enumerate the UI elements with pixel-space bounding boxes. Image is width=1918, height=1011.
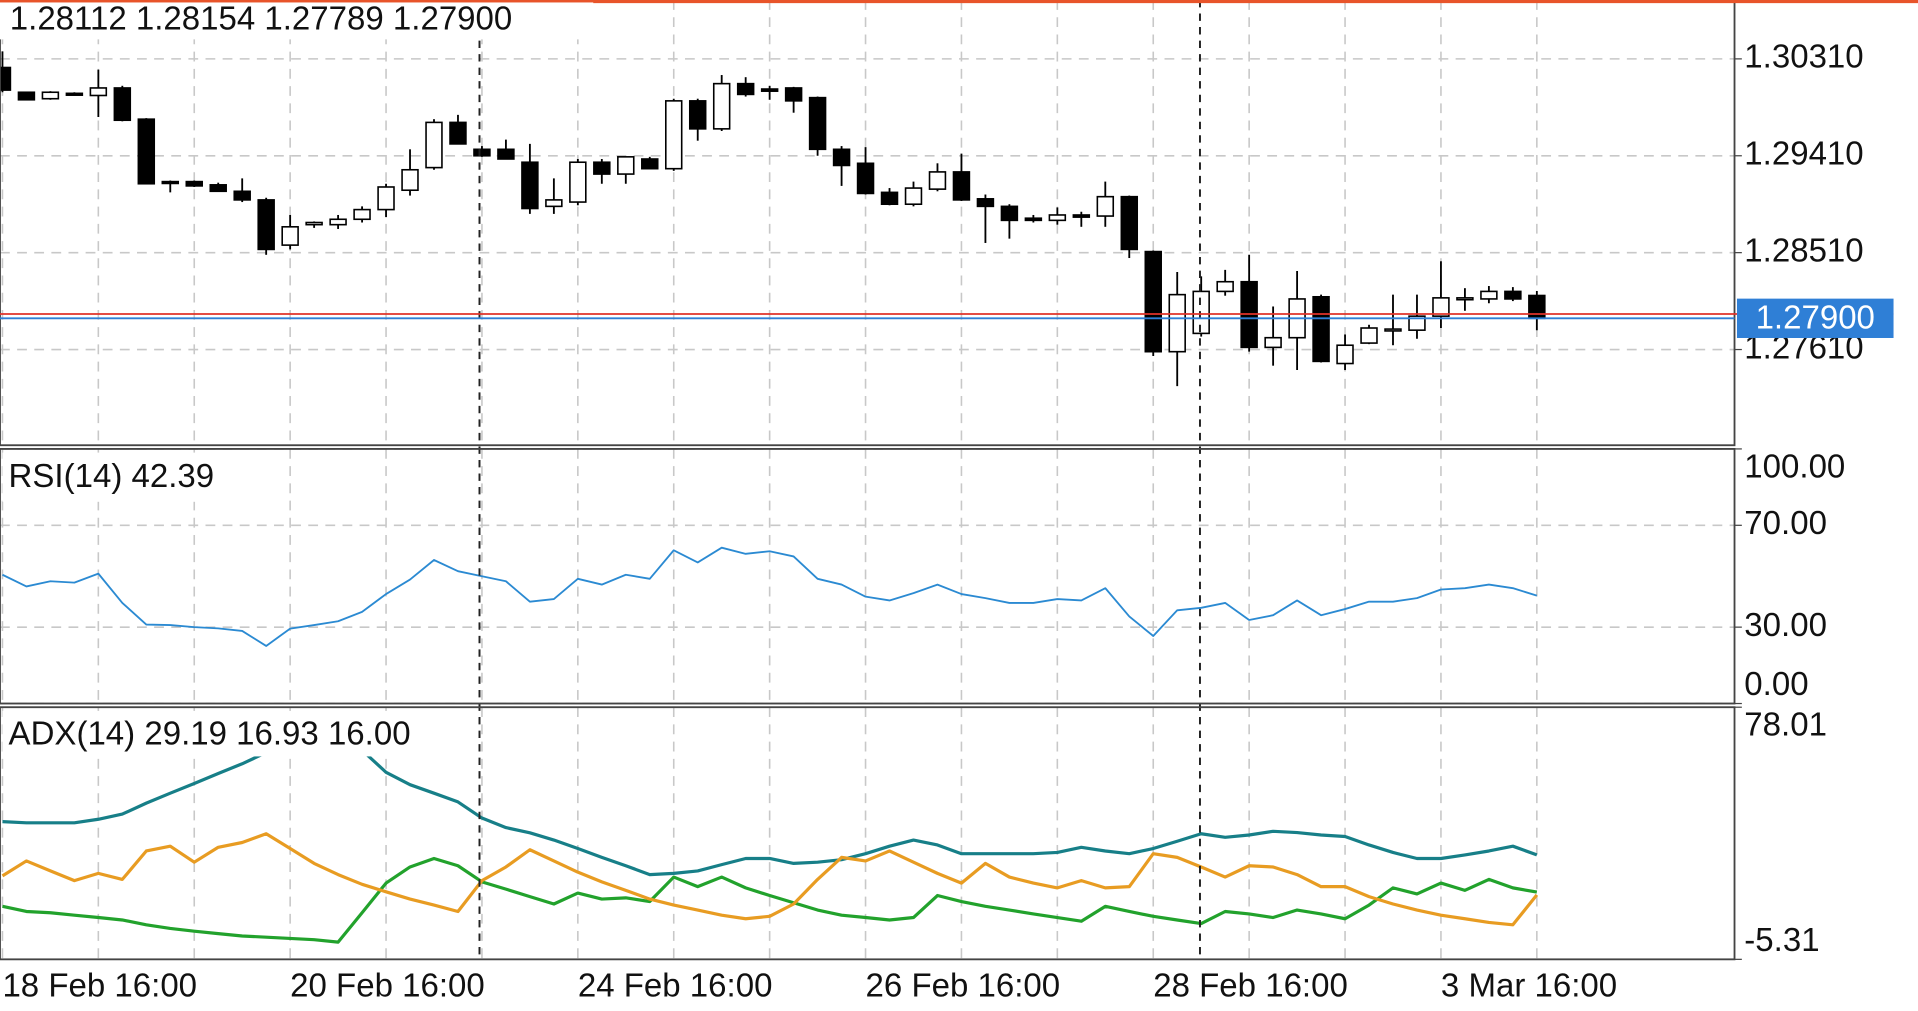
candle-body bbox=[688, 100, 707, 130]
candle-body bbox=[1024, 217, 1043, 222]
candle-body bbox=[1360, 327, 1378, 344]
indicator-line bbox=[1, 832, 1539, 927]
rsi-label: RSI(14) 42.39 bbox=[9, 458, 215, 495]
pane-plot bbox=[0, 448, 1735, 704]
candle-body bbox=[1408, 315, 1426, 331]
candle-body bbox=[1336, 344, 1354, 365]
candle-body bbox=[784, 87, 803, 102]
y-tick-label: 30.00 bbox=[1744, 607, 1827, 644]
candle-body bbox=[736, 82, 755, 96]
candle-body bbox=[353, 208, 371, 221]
candle-body bbox=[593, 161, 611, 175]
y-tick-label: 0.00 bbox=[1744, 666, 1808, 703]
adx-pane-frame bbox=[0, 706, 1736, 961]
candle-body bbox=[161, 180, 180, 185]
candle-body bbox=[449, 121, 467, 145]
candle-body bbox=[281, 226, 299, 246]
candle-body bbox=[257, 199, 275, 251]
x-tick-label: 3 Mar 16:00 bbox=[1441, 967, 1617, 1004]
candle-body bbox=[1480, 290, 1498, 300]
candle-body bbox=[617, 156, 635, 175]
candle-body bbox=[1312, 295, 1330, 363]
x-tick-label: 18 Feb 16:00 bbox=[2, 967, 197, 1004]
candle-body bbox=[904, 187, 923, 206]
candle-body bbox=[569, 161, 587, 203]
y-tick-label: 70.00 bbox=[1744, 505, 1827, 542]
candle-body bbox=[1504, 290, 1522, 300]
candle-body bbox=[1264, 336, 1282, 349]
ohlc-header: 1.28112 1.28154 1.27789 1.27900 bbox=[10, 1, 512, 38]
candle-body bbox=[832, 148, 851, 167]
x-tick-label: 28 Feb 16:00 bbox=[1153, 967, 1348, 1004]
candle-body bbox=[113, 87, 132, 122]
candle-body bbox=[425, 121, 443, 169]
rsi-label-bg bbox=[2, 452, 241, 502]
candle-body bbox=[1144, 250, 1162, 353]
rsi-pane-frame bbox=[0, 448, 1736, 705]
y-tick-label: 78.01 bbox=[1744, 707, 1827, 744]
candle-body bbox=[209, 184, 227, 193]
adx-label: ADX(14) 29.19 16.93 16.00 bbox=[9, 715, 411, 752]
x-tick-label: 24 Feb 16:00 bbox=[578, 967, 773, 1004]
candle-body bbox=[928, 171, 947, 190]
indicator-line bbox=[2, 856, 1538, 944]
x-tick-label: 26 Feb 16:00 bbox=[866, 967, 1061, 1004]
candle-body bbox=[1432, 297, 1450, 317]
candle-body bbox=[17, 91, 36, 101]
candle-body bbox=[1048, 214, 1067, 222]
candle-body bbox=[1120, 195, 1139, 251]
y-tick-label: 1.30310 bbox=[1744, 39, 1863, 76]
candle-body bbox=[233, 190, 251, 201]
y-tick-label: 100.00 bbox=[1744, 448, 1845, 485]
y-tick-label: -5.31 bbox=[1744, 922, 1819, 959]
candle-body bbox=[0, 66, 12, 91]
candle-body bbox=[41, 91, 60, 100]
candle-body bbox=[185, 180, 203, 187]
candle-body bbox=[1000, 205, 1019, 222]
candle-body bbox=[1168, 293, 1186, 353]
candle-body bbox=[641, 158, 659, 170]
candle-body bbox=[952, 171, 971, 201]
candle-body bbox=[976, 198, 995, 208]
y-tick-label: 1.29410 bbox=[1744, 135, 1863, 172]
candle-body bbox=[305, 221, 323, 226]
candle-body bbox=[497, 148, 515, 160]
candle-body bbox=[377, 186, 395, 211]
candle-body bbox=[329, 218, 347, 226]
candle-body bbox=[521, 161, 539, 210]
bid-label-box bbox=[1736, 298, 1894, 338]
candle-body bbox=[1072, 214, 1091, 218]
candle-body bbox=[856, 162, 875, 195]
main-pane-frame bbox=[0, 0, 1736, 447]
candle-body bbox=[89, 87, 108, 97]
pane-plot bbox=[0, 51, 1735, 387]
adx-label-bg bbox=[2, 710, 471, 757]
candle-body bbox=[808, 96, 827, 151]
candle-body bbox=[1384, 328, 1402, 332]
candle-body bbox=[1456, 297, 1474, 301]
candle-body bbox=[880, 191, 899, 206]
candle-body bbox=[1096, 195, 1115, 217]
candle-body bbox=[712, 82, 731, 130]
y-tick-label: 1.28510 bbox=[1744, 232, 1863, 269]
candle-body bbox=[137, 118, 156, 185]
candle-body bbox=[760, 88, 779, 92]
indicator-line bbox=[2, 546, 1538, 647]
candle-body bbox=[665, 100, 683, 170]
candle-body bbox=[473, 148, 491, 157]
candle-body bbox=[65, 92, 84, 96]
candle-body bbox=[545, 199, 563, 208]
bid-label: 1.27900 bbox=[1756, 299, 1875, 336]
candle-body bbox=[401, 168, 419, 192]
candle-body bbox=[1216, 280, 1234, 293]
x-tick-label: 20 Feb 16:00 bbox=[290, 967, 485, 1004]
candle-body bbox=[1192, 290, 1210, 335]
header-bg bbox=[0, 2, 594, 40]
